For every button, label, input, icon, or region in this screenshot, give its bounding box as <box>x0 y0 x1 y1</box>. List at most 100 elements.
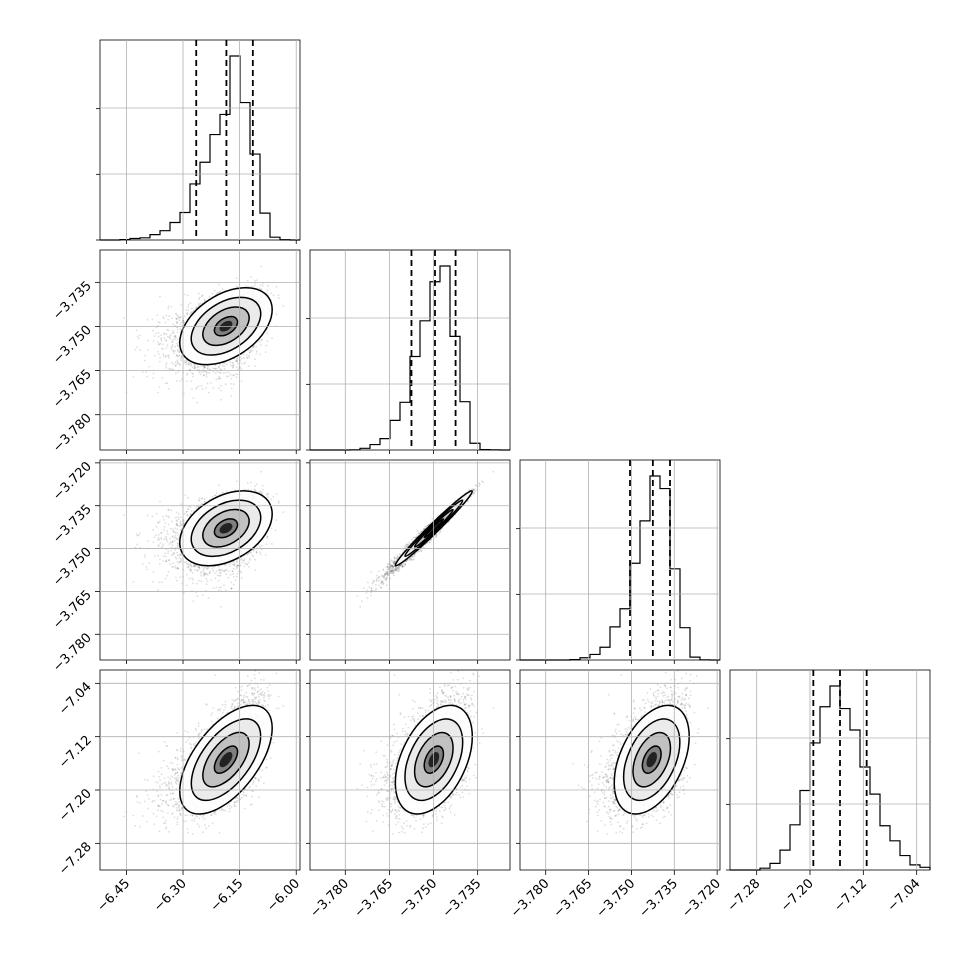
scatter-point <box>157 536 160 539</box>
scatter-point <box>214 367 217 370</box>
scatter-point <box>134 546 137 549</box>
scatter-point <box>236 357 239 360</box>
scatter-point <box>271 337 273 340</box>
scatter-point <box>215 378 218 381</box>
scatter-point <box>164 321 167 324</box>
scatter-point <box>157 335 160 338</box>
scatter-point <box>160 334 163 337</box>
scatter-point <box>232 576 235 578</box>
scatter-point <box>185 363 188 366</box>
scatter-point <box>157 331 160 334</box>
scatter-point <box>179 576 181 579</box>
scatter-point <box>202 370 205 373</box>
scatter-point <box>137 337 140 340</box>
scatter-point <box>144 354 147 357</box>
scatter-point <box>208 295 211 298</box>
scatter-point <box>232 383 235 385</box>
scatter-point <box>193 367 196 370</box>
scatter-point <box>176 363 179 365</box>
scatter-point <box>170 340 173 343</box>
scatter-point <box>218 363 221 366</box>
scatter-point <box>172 332 175 334</box>
scatter-point <box>169 541 172 544</box>
scatter-point <box>147 349 150 351</box>
scatter-point <box>277 501 280 504</box>
scatter-point <box>183 392 185 395</box>
scatter-point <box>180 359 182 362</box>
scatter-point <box>260 265 263 268</box>
scatter-point <box>177 316 180 319</box>
scatter-point <box>167 318 170 321</box>
scatter-point <box>261 488 264 491</box>
scatter-point <box>258 341 261 343</box>
scatter-point <box>152 541 155 543</box>
scatter-point <box>214 494 217 497</box>
scatter-point <box>185 562 188 565</box>
scatter-point <box>233 560 236 563</box>
scatter-point <box>195 306 198 308</box>
scatter-point <box>237 368 239 371</box>
scatter-point <box>157 350 159 353</box>
scatter-point <box>240 368 243 371</box>
scatter-point <box>218 375 221 378</box>
scatter-point <box>195 388 198 390</box>
scatter-point <box>175 317 178 320</box>
scatter-point <box>123 317 125 319</box>
scatter-point <box>198 304 201 307</box>
scatter-point <box>135 329 138 332</box>
scatter-point <box>171 341 174 344</box>
scatter-point <box>216 371 219 374</box>
scatter-point <box>156 314 158 316</box>
scatter-point <box>176 355 179 358</box>
scatter-point <box>190 380 193 382</box>
scatter-point <box>186 514 189 517</box>
scatter-point <box>146 375 148 378</box>
scatter-point <box>212 367 215 370</box>
scatter-point <box>176 339 179 341</box>
scatter-point <box>158 360 161 363</box>
scatter-point <box>132 376 135 378</box>
scatter-point <box>230 382 233 385</box>
scatter-point <box>172 350 175 352</box>
scatter-point <box>234 359 237 362</box>
histogram-grid-3 <box>730 670 930 870</box>
scatter-point <box>250 349 253 351</box>
scatter-point <box>250 285 253 288</box>
scatter-point <box>193 367 196 370</box>
scatter-point <box>169 337 172 340</box>
scatter-point <box>237 362 239 365</box>
scatter-point <box>179 328 182 331</box>
scatter-point <box>165 364 167 367</box>
histogram-frame-0 <box>99 39 301 241</box>
scatter-point <box>175 337 177 339</box>
scatter-point <box>245 563 248 565</box>
scatter-point <box>170 549 173 552</box>
histogram-step-1 <box>310 265 510 451</box>
scatter-point <box>158 386 161 388</box>
scatter-point <box>172 323 174 326</box>
histogram-panel-1 <box>306 249 511 451</box>
scatter-point <box>243 565 246 568</box>
scatter-point <box>235 285 238 288</box>
scatter-point <box>261 285 264 287</box>
scatter-point <box>248 356 250 359</box>
scatter-point <box>232 364 235 366</box>
scatter-point <box>159 295 161 298</box>
scatter-point <box>187 363 190 365</box>
scatter-point <box>160 536 163 539</box>
scatter-point <box>139 334 141 337</box>
scatter-point <box>248 351 251 354</box>
scatter-point <box>196 401 199 404</box>
scatter-point <box>172 553 175 556</box>
scatter-point <box>198 292 200 295</box>
scatter-point <box>266 332 269 335</box>
scatter-point <box>216 291 219 294</box>
scatter-point <box>255 352 258 355</box>
scatter-point <box>174 548 177 551</box>
scatter-point <box>189 362 192 365</box>
scatter-panel-1-0 <box>99 249 301 451</box>
scatter-point <box>162 343 164 345</box>
scatter-point <box>223 570 226 572</box>
scatter-point <box>203 298 206 301</box>
scatter-point <box>259 353 261 356</box>
